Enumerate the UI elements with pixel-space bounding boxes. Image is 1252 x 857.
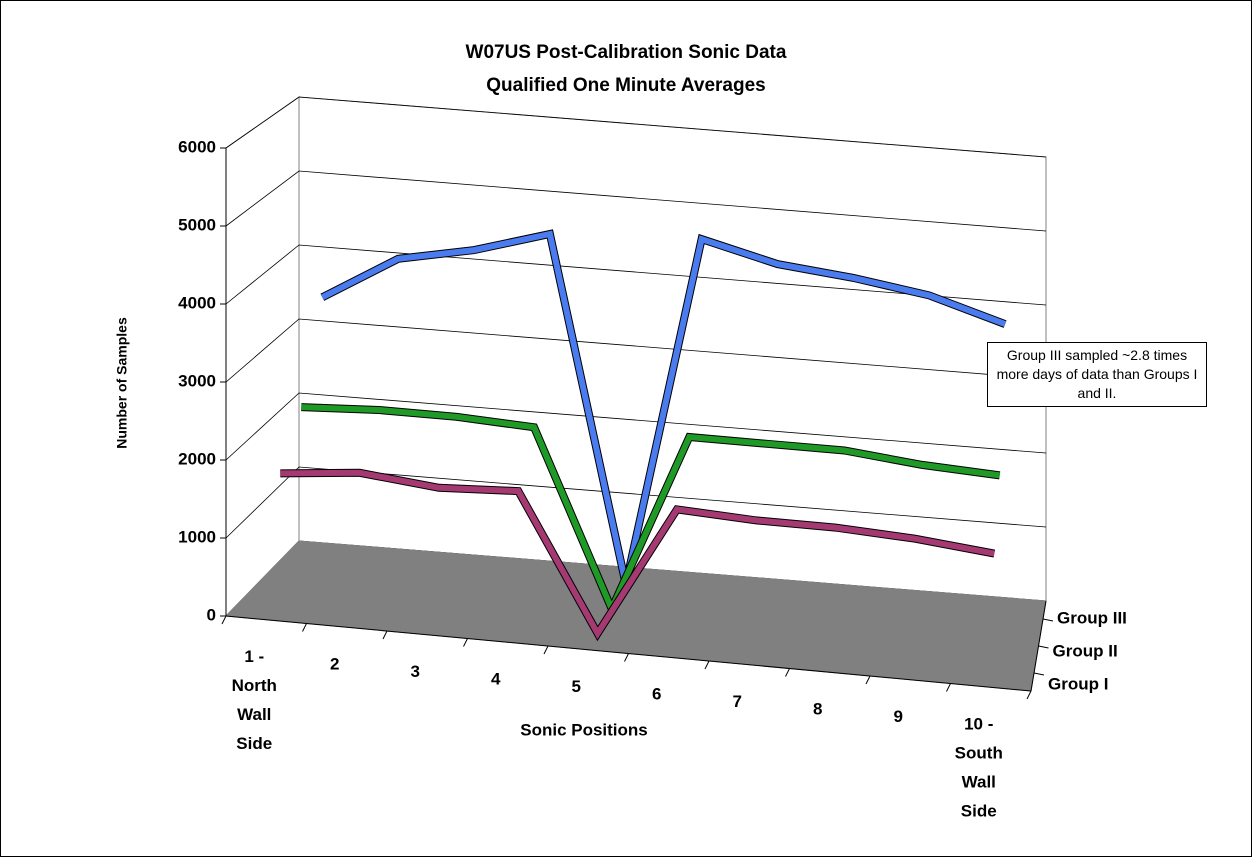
y-tick-label: 3000 bbox=[178, 371, 216, 390]
y-tick-label: 5000 bbox=[178, 215, 216, 234]
x-tick-label: 4 bbox=[491, 670, 501, 689]
z-tick bbox=[1038, 645, 1049, 649]
grid-line bbox=[225, 96, 1047, 158]
x-tick-label: 7 bbox=[733, 692, 742, 711]
grid-line bbox=[225, 318, 1047, 383]
chart-subtitle: Qualified One Minute Averages bbox=[486, 75, 765, 96]
x-tick-label: 9 bbox=[894, 707, 903, 726]
x-tick-label: 1 - North Wall Side bbox=[232, 647, 277, 753]
series-line bbox=[280, 469, 995, 640]
x-tick-label-line: Wall bbox=[962, 773, 996, 792]
annotation: Group III sampled ~2.8 times more days o… bbox=[987, 342, 1207, 407]
x-tick bbox=[624, 653, 629, 662]
grid-line bbox=[225, 392, 1047, 461]
series-line bbox=[301, 404, 1001, 617]
x-tick-label-line: 10 - bbox=[964, 715, 993, 734]
series-line bbox=[320, 230, 1007, 586]
x-tick-label: 6 bbox=[652, 685, 661, 704]
x-tick bbox=[463, 638, 468, 647]
x-axis-title: Sonic Positions bbox=[520, 720, 648, 739]
series-label: Group III bbox=[1057, 608, 1127, 627]
grid-line bbox=[225, 244, 1047, 306]
x-tick-label-line: North bbox=[232, 676, 277, 695]
x-tick bbox=[221, 615, 227, 625]
x-tick bbox=[865, 675, 871, 685]
series-label: Group I bbox=[1048, 674, 1108, 693]
x-tick-label-line: Side bbox=[236, 734, 272, 753]
y-tick-label: 2000 bbox=[178, 449, 216, 468]
x-tick bbox=[1026, 690, 1032, 700]
y-axis-title: Number of Samples bbox=[114, 317, 130, 449]
y-tick-label: 1000 bbox=[178, 527, 216, 546]
grid-line bbox=[225, 170, 1047, 232]
x-tick-label-line: Wall bbox=[237, 705, 271, 724]
grid-line bbox=[225, 466, 1047, 539]
x-tick bbox=[543, 645, 549, 655]
x-tick-label: 5 bbox=[572, 677, 581, 696]
x-tick-label-line: South bbox=[955, 744, 1003, 763]
x-tick bbox=[946, 683, 951, 692]
x-tick-label: 8 bbox=[813, 700, 822, 719]
y-tick-label: 4000 bbox=[178, 293, 216, 312]
side-wall bbox=[225, 96, 300, 618]
x-tick-label: 2 bbox=[330, 655, 339, 674]
x-tick bbox=[302, 623, 307, 632]
x-tick-label-line: 1 - bbox=[244, 647, 264, 666]
x-tick-label: 10 - South Wall Side bbox=[955, 715, 1003, 821]
x-tick bbox=[382, 630, 388, 640]
chart-title: W07US Post-Calibration Sonic Data bbox=[466, 42, 787, 63]
x-tick-label-line: Side bbox=[961, 802, 997, 821]
y-tick-label: 6000 bbox=[178, 137, 216, 156]
x-tick bbox=[785, 668, 790, 677]
z-tick bbox=[1033, 672, 1045, 676]
series-label: Group II bbox=[1053, 641, 1118, 660]
x-tick bbox=[704, 660, 710, 670]
z-tick bbox=[1042, 618, 1054, 622]
y-tick-label: 0 bbox=[207, 605, 216, 624]
x-tick-label: 3 bbox=[411, 662, 420, 681]
